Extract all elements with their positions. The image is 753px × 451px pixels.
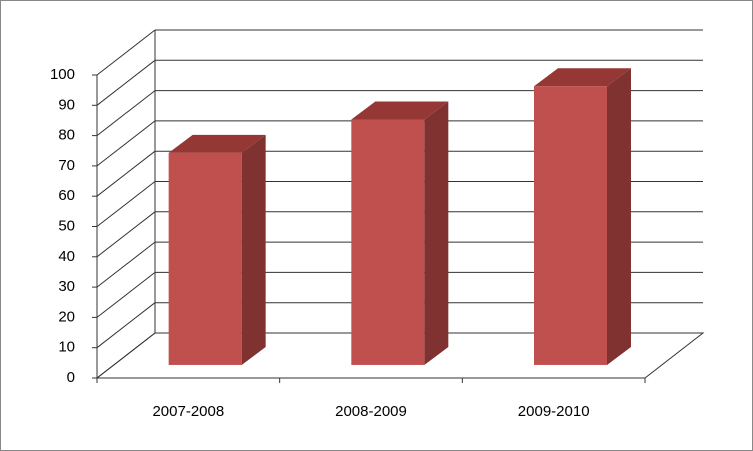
bar-top — [533, 68, 631, 87]
y-tick-label: 100 — [50, 66, 75, 83]
bar-top — [351, 101, 449, 120]
bar-side — [424, 101, 449, 365]
grid-line — [96, 302, 156, 349]
grid-line — [96, 59, 156, 106]
y-tick-label: 40 — [58, 248, 75, 265]
grid-line — [96, 150, 156, 197]
bar — [533, 86, 607, 365]
bar — [351, 119, 425, 365]
y-tick-label: 60 — [58, 187, 75, 204]
grid-line — [96, 272, 156, 318]
bar-side — [241, 134, 266, 365]
grid-line — [96, 211, 156, 258]
y-tick-label: 50 — [58, 217, 75, 234]
x-tick-label: 2009-2010 — [518, 403, 590, 420]
grid-line — [96, 241, 156, 288]
y-tick-label: 80 — [58, 127, 75, 144]
grid-line — [96, 120, 156, 167]
grid-line — [96, 29, 156, 76]
x-tick-label: 2007-2008 — [152, 403, 224, 420]
grid-line — [96, 90, 156, 136]
y-tick-label: 10 — [58, 339, 75, 356]
y-tick-label: 20 — [58, 308, 75, 325]
y-tick-label: 30 — [58, 278, 75, 295]
x-tick-label: 2008-2009 — [335, 403, 407, 420]
bar-side — [606, 68, 631, 365]
y-tick-label: 0 — [67, 369, 75, 386]
grid-line — [96, 181, 156, 227]
bar — [168, 152, 242, 365]
grid-line — [96, 332, 156, 379]
y-tick-label: 90 — [58, 96, 75, 113]
y-tick-label: 70 — [58, 157, 75, 174]
bar-top — [168, 134, 266, 153]
